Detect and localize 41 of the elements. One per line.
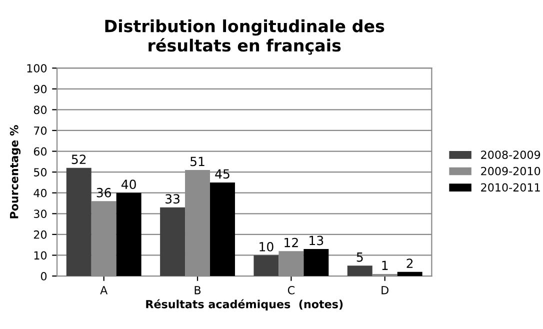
data-label: 10 <box>260 242 274 252</box>
y-tick-label: 100 <box>27 64 47 72</box>
y-tick-label: 90 <box>34 84 47 94</box>
y-tick-label: 0 <box>40 272 47 280</box>
data-label: 45 <box>215 169 230 179</box>
bar <box>160 207 186 276</box>
data-label: 40 <box>121 180 136 190</box>
y-tick-label: 30 <box>34 210 47 218</box>
legend-label: 2009-2010 <box>481 166 540 176</box>
data-label: 33 <box>166 194 180 204</box>
data-label: 1 <box>382 260 388 270</box>
y-tick-label: 50 <box>34 168 47 176</box>
bar <box>397 272 422 276</box>
y-tick-label: 40 <box>34 188 47 198</box>
bar <box>210 182 235 276</box>
y-tick-label: 20 <box>34 230 47 239</box>
x-tick-label: B <box>194 286 201 294</box>
y-tick-label: 70 <box>34 126 47 135</box>
x-axis-title: Résultats académiques (notes) <box>146 299 343 310</box>
bar <box>254 255 279 276</box>
bar <box>66 168 92 276</box>
x-tick-label: C <box>288 286 294 294</box>
legend-label: 2008-2009 <box>481 150 540 159</box>
y-tick-label: 60 <box>34 147 47 156</box>
data-label: 36 <box>96 188 112 198</box>
y-tick-label: 80 <box>34 106 47 114</box>
data-label: 52 <box>72 154 86 164</box>
bar <box>347 266 372 276</box>
x-tick-label: D <box>382 286 388 294</box>
bar <box>116 192 142 276</box>
data-label: 13 <box>310 236 324 246</box>
data-label: 51 <box>190 156 204 166</box>
data-label: 5 <box>356 252 363 262</box>
data-label: 12 <box>284 238 298 248</box>
legend-label: 2010-2011 <box>481 183 540 192</box>
data-label: 2 <box>406 258 413 268</box>
y-axis-title: Pourcentage % <box>10 125 21 218</box>
x-tick-label: A <box>100 286 108 294</box>
y-tick-label: 10 <box>34 251 47 260</box>
chart-title: Distribution longitudinale des résultats en français <box>105 19 384 55</box>
bar <box>304 249 329 276</box>
